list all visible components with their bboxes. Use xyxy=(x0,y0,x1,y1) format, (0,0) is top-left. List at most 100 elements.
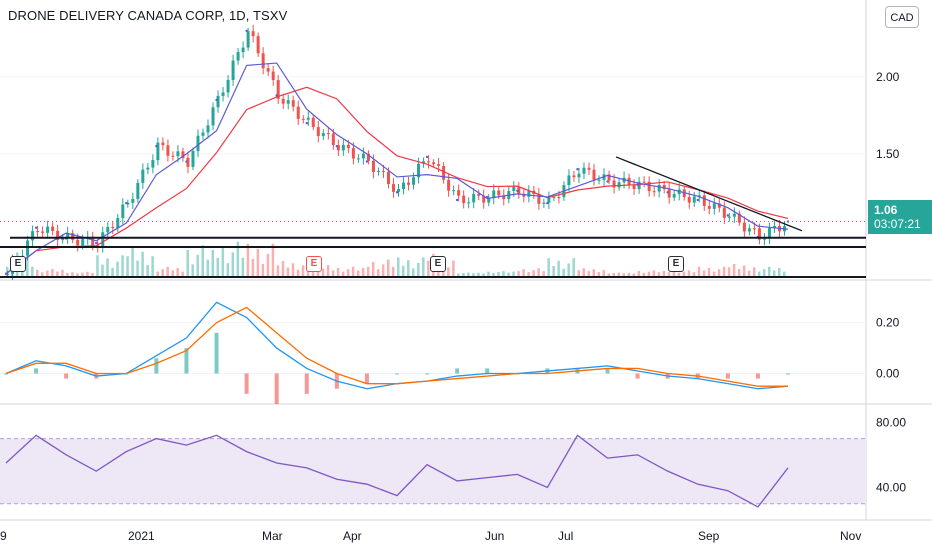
time-tick-label: Sep xyxy=(698,529,720,543)
candle-body xyxy=(71,233,75,240)
volume-bar xyxy=(527,272,530,278)
candle-body xyxy=(326,133,330,135)
candle-body xyxy=(502,195,506,200)
volume-bar xyxy=(622,273,626,278)
volume-bar xyxy=(286,267,290,278)
candle-body xyxy=(587,167,591,170)
candle-body xyxy=(196,135,200,151)
candle-body xyxy=(291,100,295,107)
volume-bar xyxy=(336,268,340,278)
volume-bar xyxy=(261,263,265,278)
candle-body xyxy=(91,236,95,246)
volume-bar xyxy=(737,268,741,278)
volume-bar xyxy=(537,268,540,278)
volume-bar xyxy=(512,271,515,278)
candle-body xyxy=(101,232,105,247)
macd-histogram-bar xyxy=(154,358,159,374)
macd-histogram-bar xyxy=(786,373,790,375)
candle-body xyxy=(281,98,285,104)
volume-bar xyxy=(326,265,330,278)
volume-bar xyxy=(652,270,656,278)
candle-body xyxy=(447,179,451,191)
candle-body xyxy=(321,133,325,137)
close-point xyxy=(606,180,609,183)
rsi-band xyxy=(0,438,866,504)
volume-bar xyxy=(371,262,375,278)
volume-bar xyxy=(542,271,545,278)
candle-body xyxy=(211,107,215,126)
volume-bar xyxy=(161,269,164,278)
volume-bar xyxy=(612,273,616,278)
volume-bar xyxy=(712,271,716,278)
candle-body xyxy=(121,204,125,218)
volume-bar xyxy=(391,266,395,278)
candle-body xyxy=(156,142,160,161)
volume-bar xyxy=(221,247,225,278)
close-point xyxy=(305,121,308,125)
macd-histogram-bar xyxy=(605,368,610,374)
volume-bar xyxy=(356,270,360,278)
candle-body xyxy=(316,127,320,137)
volume-bar xyxy=(266,253,270,278)
volume-bar xyxy=(291,263,295,278)
candle-body xyxy=(176,151,180,157)
earnings-event-icon[interactable]: E xyxy=(430,256,446,272)
earnings-event-icon[interactable]: E xyxy=(306,256,322,272)
candle-body xyxy=(582,167,586,174)
earnings-event-icon[interactable]: E xyxy=(10,256,26,272)
close-point xyxy=(726,214,730,217)
candle-body xyxy=(477,193,481,196)
volume-bar xyxy=(141,251,144,278)
volume-bar xyxy=(156,271,159,278)
candle-body xyxy=(191,150,195,167)
macd-histogram-bar xyxy=(364,373,369,384)
candle-body xyxy=(6,273,9,275)
candle-body xyxy=(637,181,641,189)
volume-bar xyxy=(532,270,535,278)
candle-body xyxy=(276,80,280,99)
candle-body xyxy=(76,239,80,246)
earnings-event-icon[interactable]: E xyxy=(668,256,684,272)
candle-body xyxy=(512,187,516,191)
volume-bar xyxy=(341,271,345,278)
candle-body xyxy=(617,182,621,188)
candle-body xyxy=(632,185,636,189)
candle-body xyxy=(361,153,365,159)
time-tick-label: Jun xyxy=(485,529,504,543)
volume-bar xyxy=(767,266,771,278)
candle-body xyxy=(206,125,210,133)
close-point xyxy=(395,191,399,194)
volume-bar xyxy=(447,267,450,278)
volume-bar xyxy=(717,269,721,278)
candle-body xyxy=(552,197,556,199)
macd-histogram-bar xyxy=(455,368,460,374)
volume-bar xyxy=(271,243,275,278)
volume-bar xyxy=(151,256,154,278)
candle-body xyxy=(251,31,255,37)
candle-body xyxy=(181,151,185,158)
volume-bar xyxy=(301,265,305,278)
macd-tick-label: 0.20 xyxy=(876,316,900,330)
candle-body xyxy=(612,180,616,188)
volume-bar xyxy=(56,271,59,278)
close-point xyxy=(666,191,669,194)
volume-bar xyxy=(136,260,139,278)
close-point xyxy=(185,160,188,163)
volume-bar xyxy=(422,257,425,278)
macd-histogram-bar xyxy=(244,373,249,394)
currency-button[interactable]: CAD xyxy=(885,6,919,28)
volume-bar xyxy=(587,271,590,278)
candle-body xyxy=(226,79,230,93)
candle-body xyxy=(171,155,175,157)
volume-bar xyxy=(412,268,415,278)
volume-bar xyxy=(181,271,184,278)
volume-bar xyxy=(106,258,109,278)
candle-body xyxy=(341,144,345,151)
candle-body xyxy=(301,118,305,120)
candle-body xyxy=(246,31,250,48)
volume-bar xyxy=(552,266,555,278)
volume-bar xyxy=(602,270,606,278)
volume-bar xyxy=(26,256,29,278)
time-tick-label: Nov xyxy=(840,529,861,543)
